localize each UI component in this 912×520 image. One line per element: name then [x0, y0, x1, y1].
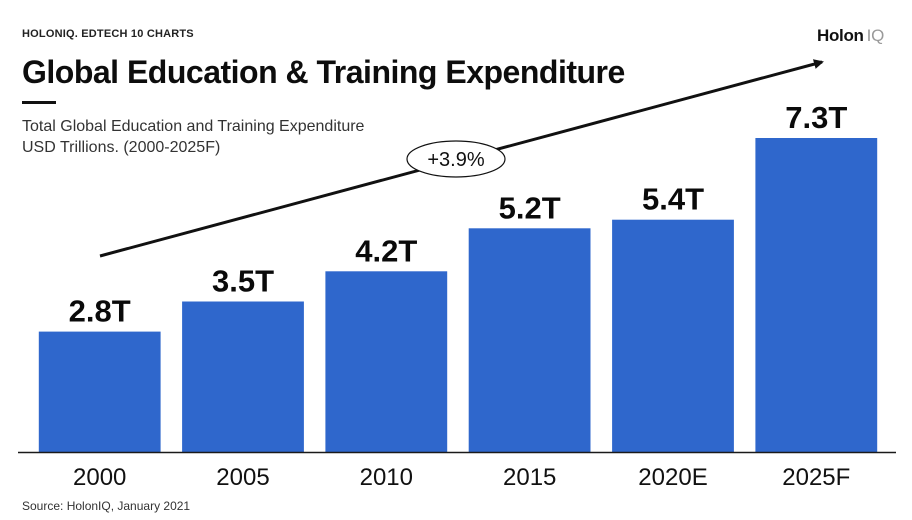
x-tick-label: 2015 — [503, 464, 556, 491]
title-underline — [22, 101, 56, 104]
bar-value-label: 2.8T — [69, 294, 131, 329]
growth-rate-label: +3.9% — [427, 149, 484, 171]
bar-2020e — [612, 219, 734, 452]
bar-value-label: 3.5T — [212, 264, 274, 299]
subtitle-line-1: Total Global Education and Training Expe… — [22, 118, 365, 135]
subtitle-line-2: USD Trillions. (2000-2025F) — [22, 139, 221, 156]
bar-value-label: 5.2T — [499, 190, 561, 225]
chart-title: Global Education & Training Expenditure — [22, 54, 625, 90]
x-tick-label: 2020E — [638, 464, 707, 491]
kicker-text: HOLONIQ. EDTECH 10 CHARTS — [22, 28, 194, 40]
growth-rate-ellipse — [406, 140, 506, 178]
logo-main-text: Holon — [816, 26, 864, 45]
holoniq-logo: Holon IQ — [817, 26, 884, 46]
bar-2005 — [182, 301, 304, 452]
bar-value-label: 7.3T — [785, 100, 847, 135]
x-tick-label: 2005 — [216, 464, 269, 491]
x-tick-label: 2000 — [73, 464, 126, 491]
bar-2025f — [755, 138, 878, 452]
bar-value-label: 5.4T — [642, 182, 704, 217]
bars-group: 2.8T 2000 3.5T 2005 4.2T 2010 5.2T 2015 5.4T 2020… — [38, 100, 878, 491]
logo-suffix-text: IQ — [866, 26, 885, 45]
x-tick-label: 2010 — [360, 464, 413, 491]
x-tick-label: 2025F — [782, 464, 850, 491]
bar-2000 — [38, 331, 161, 452]
bar-2015 — [468, 228, 591, 452]
chart-subtitle: Total Global Education and Training Expe… — [22, 116, 364, 158]
bar-2010 — [325, 271, 448, 452]
source-footnote: Source: HolonIQ, January 2021 — [22, 499, 191, 513]
bar-value-label: 4.2T — [355, 233, 417, 268]
